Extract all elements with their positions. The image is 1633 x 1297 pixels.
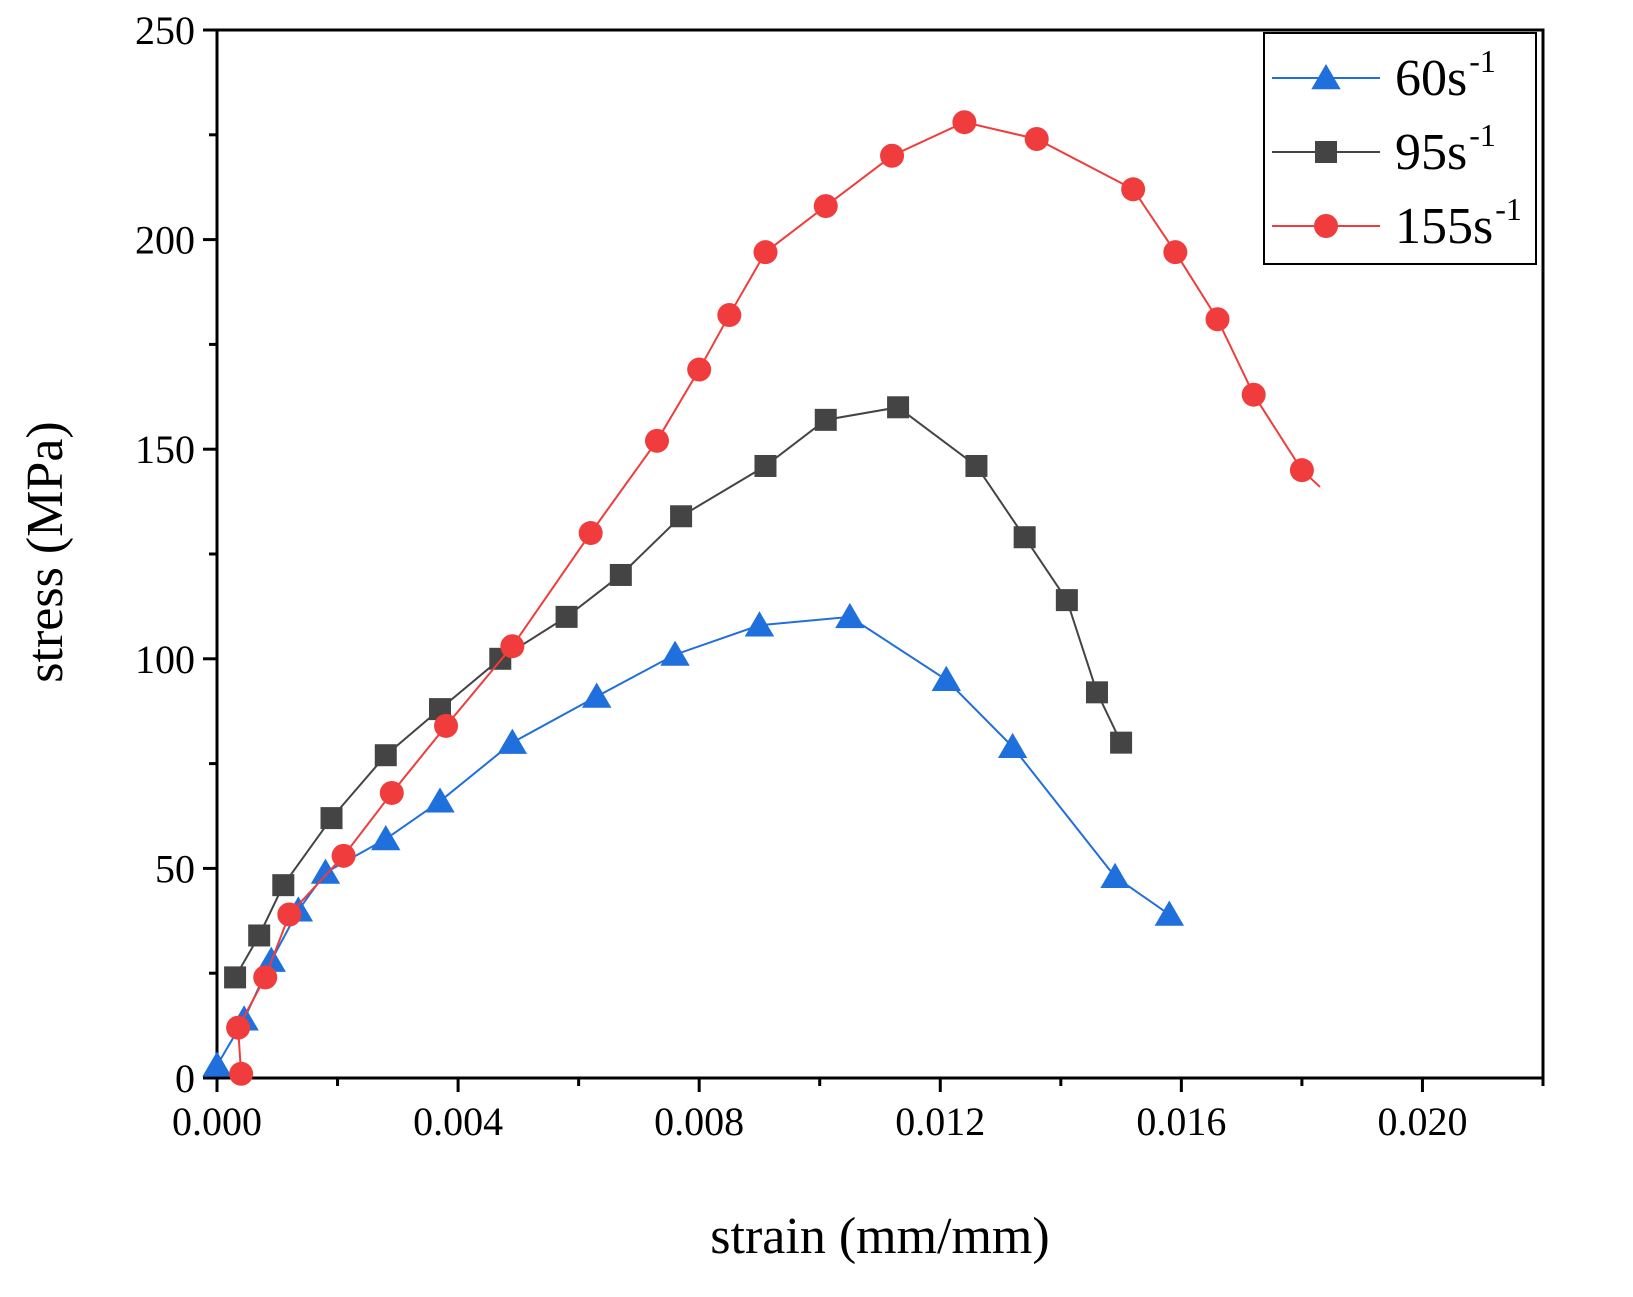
data-point — [248, 924, 271, 947]
data-point — [744, 611, 775, 637]
legend-marker — [1311, 64, 1341, 90]
data-point — [1163, 240, 1188, 265]
data-point — [1289, 458, 1314, 483]
data-point — [965, 454, 988, 477]
data-point — [1024, 126, 1049, 151]
data-point — [224, 966, 247, 989]
data-point — [379, 780, 404, 805]
data-point — [374, 744, 397, 767]
data-point — [717, 303, 742, 328]
data-point — [1055, 589, 1078, 612]
data-point — [997, 732, 1028, 759]
data-point — [226, 1015, 251, 1040]
data-point — [272, 874, 295, 897]
data-point — [1121, 177, 1146, 202]
y-tick-label: 150 — [135, 427, 195, 472]
data-point — [1110, 731, 1133, 754]
data-point — [253, 965, 278, 990]
data-point — [578, 521, 603, 546]
data-point — [277, 902, 302, 927]
data-point — [1013, 526, 1036, 549]
data-point — [1205, 307, 1230, 332]
data-point — [202, 1051, 232, 1077]
series-line — [216, 615, 1170, 1066]
x-tick-label: 0.012 — [895, 1099, 985, 1144]
data-point — [555, 605, 578, 628]
x-tick-label: 0.008 — [654, 1099, 744, 1144]
legend-label-sup: -1 — [1469, 43, 1496, 79]
y-tick-label: 200 — [135, 218, 195, 263]
data-point — [931, 665, 961, 691]
data-point — [753, 240, 778, 265]
legend-label: 60s — [1395, 50, 1467, 107]
data-point — [331, 843, 356, 868]
data-point — [425, 787, 455, 813]
y-tick-label: 0 — [175, 1056, 195, 1101]
data-point — [1241, 382, 1266, 407]
data-point — [880, 143, 905, 168]
data-point — [609, 563, 632, 586]
data-point — [887, 396, 910, 419]
axes: 0.000 0.004 0.008 0.012 0.016 0.020 0 50 100 150 2… — [135, 8, 1545, 1144]
y-tick-label: 50 — [155, 846, 195, 891]
y-tick-label: 250 — [135, 8, 195, 53]
data-point — [229, 1061, 254, 1086]
data-point — [952, 110, 977, 135]
legend-label-sup: -1 — [1469, 117, 1496, 153]
data-point — [813, 194, 838, 219]
legend-marker — [1314, 214, 1338, 238]
data-point — [1154, 900, 1185, 926]
x-tick-label: 0.004 — [413, 1099, 503, 1144]
data-point — [644, 428, 669, 453]
data-point — [660, 640, 690, 666]
data-point — [434, 713, 459, 738]
legend-marker — [1315, 141, 1337, 163]
data-point — [371, 825, 401, 851]
data-point — [500, 634, 525, 659]
data-point — [835, 602, 865, 629]
x-tick-label: 0.020 — [1377, 1099, 1467, 1144]
data-point — [582, 682, 612, 708]
x-tick-label: 0.000 — [172, 1099, 262, 1144]
data-point — [814, 408, 837, 431]
data-point — [310, 858, 341, 884]
data-point — [687, 357, 712, 382]
series-layer — [202, 110, 1321, 1086]
y-tick-label: 100 — [135, 637, 195, 682]
data-point — [1100, 862, 1130, 888]
series-3 — [226, 110, 1321, 1086]
data-point — [320, 807, 343, 830]
y-axis-title: stress (MPa) — [17, 421, 74, 682]
x-axis-title: strain (mm/mm) — [710, 1208, 1049, 1265]
series-2 — [224, 396, 1133, 989]
data-point — [497, 728, 528, 754]
x-tick-label: 0.016 — [1136, 1099, 1226, 1144]
data-point — [670, 505, 693, 528]
legend-label-sup: -1 — [1495, 191, 1522, 227]
data-point — [754, 454, 777, 477]
legend-label: 155s — [1395, 198, 1493, 255]
legend-label: 95s — [1395, 124, 1467, 181]
data-point — [1085, 681, 1108, 704]
